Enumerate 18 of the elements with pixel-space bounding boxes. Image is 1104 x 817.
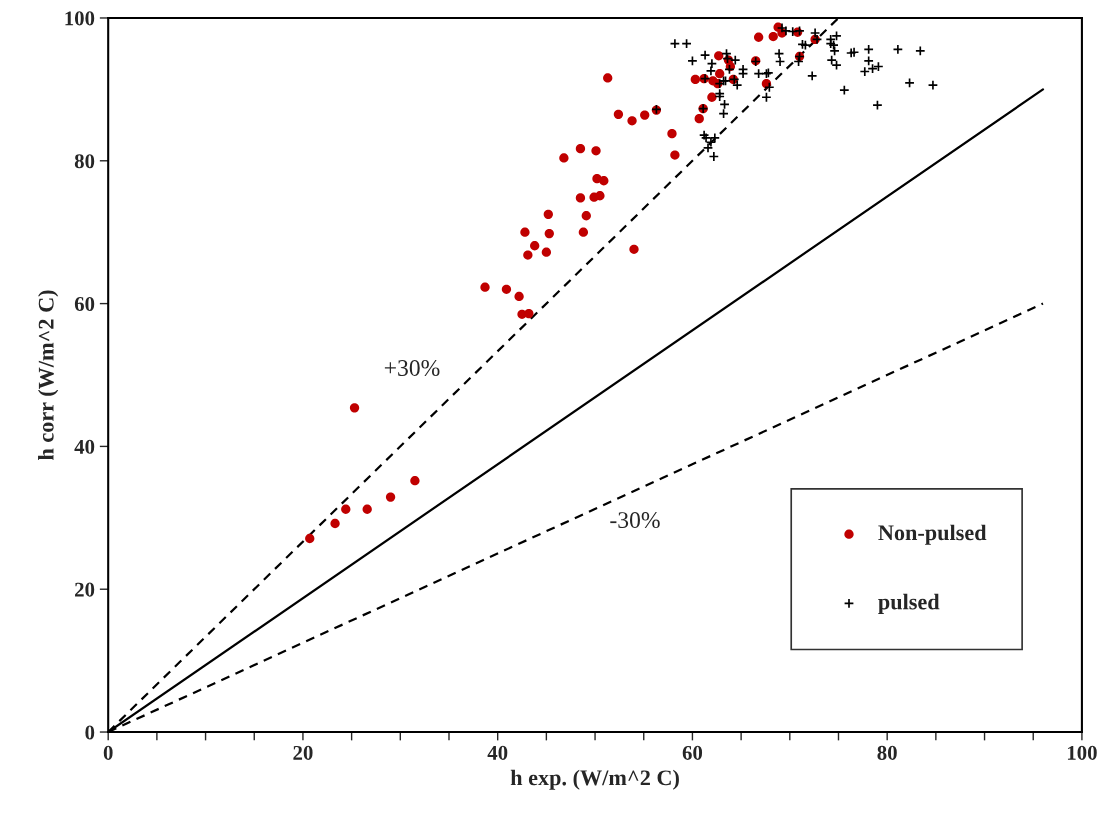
x-tick-label: 40 — [487, 745, 508, 760]
y-tick-label: 80 — [74, 154, 95, 169]
x-tick-label: 60 — [682, 745, 703, 760]
y-tick-label: 0 — [85, 725, 95, 740]
annotation: +30% — [384, 359, 440, 376]
x-tick-label: 100 — [1067, 745, 1097, 760]
y-axis-title: h corr (W/m^2 C) — [38, 290, 59, 461]
y-tick-label: 20 — [75, 582, 95, 597]
x-tick-label: 20 — [293, 745, 313, 760]
y-tick-label: 100 — [65, 11, 95, 26]
x-axis-title: h exp. (W/m^2 C) — [510, 769, 679, 790]
y-tick-label: 40 — [74, 439, 95, 454]
legend-label: Non-pulsed — [878, 524, 987, 545]
x-tick-label: 80 — [877, 745, 897, 760]
y-tick-label: 60 — [74, 296, 95, 312]
x-tick-label: 0 — [103, 745, 113, 760]
annotation: -30% — [610, 512, 660, 529]
legend-label: pulsed — [878, 593, 940, 614]
